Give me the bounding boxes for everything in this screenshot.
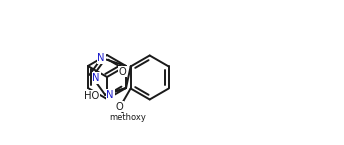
Text: N: N [106,90,114,100]
Text: O: O [118,67,126,77]
Text: methoxy: methoxy [109,113,146,122]
Text: O: O [116,102,123,112]
Text: HO: HO [84,91,99,101]
Text: N: N [97,53,105,63]
Text: N: N [93,73,100,83]
